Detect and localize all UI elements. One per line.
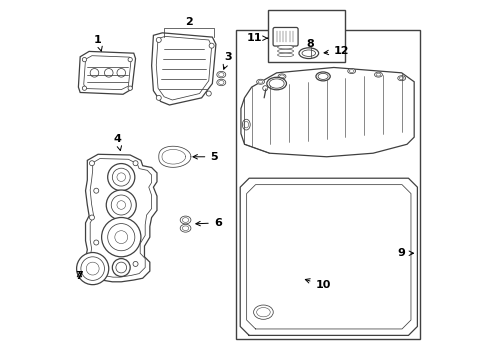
Ellipse shape [268,79,284,88]
Ellipse shape [216,71,225,78]
Polygon shape [83,56,131,90]
Text: 2: 2 [185,17,193,27]
Circle shape [116,262,126,273]
Text: 3: 3 [223,52,232,69]
Polygon shape [78,51,135,94]
Circle shape [82,86,86,90]
Ellipse shape [317,73,327,80]
Circle shape [128,86,132,90]
Ellipse shape [277,45,293,49]
Circle shape [94,188,99,193]
Ellipse shape [256,79,264,84]
Text: 11: 11 [246,33,267,43]
Ellipse shape [266,77,286,90]
Ellipse shape [244,121,248,128]
Circle shape [156,95,161,100]
Circle shape [104,68,113,77]
Ellipse shape [399,77,403,80]
Circle shape [77,252,108,285]
Circle shape [111,195,131,215]
Ellipse shape [277,49,293,53]
Ellipse shape [347,68,355,73]
Circle shape [94,240,99,245]
Text: 12: 12 [324,46,348,57]
Ellipse shape [278,74,285,79]
Circle shape [115,231,127,244]
Circle shape [90,261,95,266]
Ellipse shape [279,75,284,78]
Circle shape [209,43,214,48]
Circle shape [89,161,94,166]
Text: 9: 9 [397,248,413,258]
Text: 6: 6 [196,218,221,228]
Ellipse shape [258,80,263,83]
Circle shape [262,86,267,91]
Circle shape [112,258,130,276]
Circle shape [133,261,138,266]
Circle shape [206,91,211,96]
Circle shape [89,215,94,220]
Polygon shape [156,36,211,100]
Circle shape [128,58,132,62]
Ellipse shape [302,50,315,57]
Ellipse shape [375,73,380,76]
Circle shape [82,58,86,62]
Ellipse shape [298,48,318,59]
Ellipse shape [182,218,188,222]
Ellipse shape [256,307,270,317]
Circle shape [117,173,125,181]
Ellipse shape [180,216,190,224]
Circle shape [117,68,125,77]
Polygon shape [151,33,216,105]
Ellipse shape [218,73,224,77]
FancyBboxPatch shape [272,27,298,46]
Circle shape [156,37,161,42]
Bar [235,30,419,339]
Text: 8: 8 [306,39,314,49]
Text: 1: 1 [94,35,102,51]
Circle shape [117,201,125,209]
Text: 7: 7 [76,271,83,281]
Ellipse shape [180,224,190,232]
Polygon shape [85,154,157,282]
Ellipse shape [253,305,273,319]
Text: 4: 4 [114,134,122,150]
Circle shape [90,68,99,77]
Ellipse shape [315,72,329,81]
Circle shape [81,257,104,280]
Polygon shape [90,158,151,277]
Ellipse shape [242,119,250,130]
Circle shape [102,217,141,257]
Polygon shape [241,67,413,157]
Ellipse shape [216,79,225,86]
Ellipse shape [397,76,405,81]
Ellipse shape [374,72,382,77]
Bar [267,10,344,62]
Circle shape [107,224,135,251]
Ellipse shape [218,81,224,85]
Circle shape [133,161,138,166]
Circle shape [106,190,136,220]
Ellipse shape [277,53,293,57]
Text: 10: 10 [305,279,330,291]
Text: 5: 5 [193,152,218,162]
Circle shape [112,168,130,186]
Circle shape [107,163,135,191]
Ellipse shape [348,69,353,72]
Ellipse shape [182,226,188,230]
Circle shape [86,262,99,275]
